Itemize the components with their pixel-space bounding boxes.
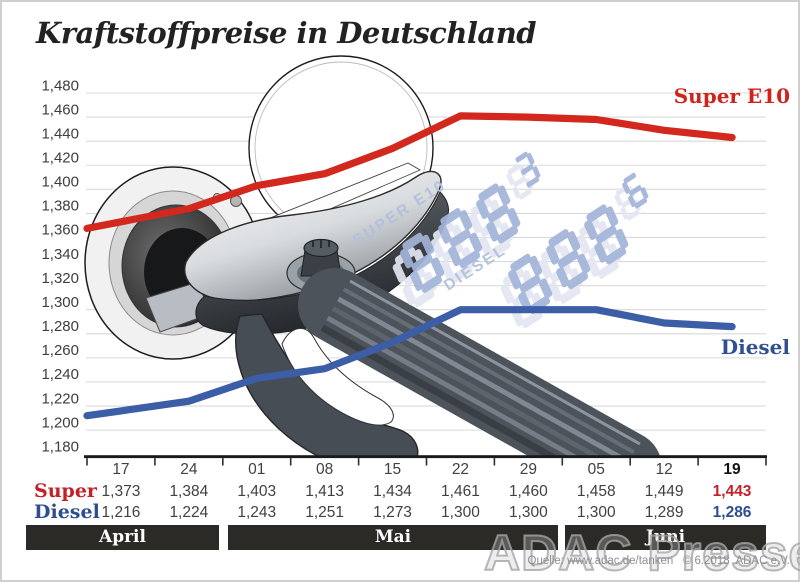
date-cell: 08 <box>316 461 334 478</box>
x-axis <box>84 455 767 466</box>
y-tick-label: 1,200 <box>41 414 79 431</box>
seven-segment-digit <box>438 208 483 269</box>
x-axis-baseline <box>84 455 767 459</box>
date-cell: 24 <box>180 461 198 478</box>
super-value-cell: 1,384 <box>169 483 209 500</box>
diesel-value-cell: 1,251 <box>305 504 345 521</box>
y-tick-label: 1,320 <box>41 270 79 287</box>
seven-segment-digit <box>476 183 521 244</box>
y-tick-label: 1,460 <box>41 101 79 118</box>
y-tick-label: 1,340 <box>41 246 79 263</box>
y-tick-label: 1,480 <box>41 77 79 94</box>
super-value-cell: 1,449 <box>644 483 684 500</box>
table-row-label-diesel: Diesel <box>34 501 100 523</box>
diesel-value-cell: 1,300 <box>508 504 548 521</box>
super-value-cell: 1,403 <box>237 483 277 500</box>
month-bar-mai: Mai <box>228 525 558 550</box>
series-label-diesel: Diesel <box>720 335 790 359</box>
y-tick-label: 1,400 <box>41 174 79 191</box>
seven-segment-digit <box>515 151 541 188</box>
super-value-cell: 1,461 <box>441 483 480 500</box>
y-tick-label: 1,180 <box>41 438 79 455</box>
super-value-cell: 1,413 <box>305 483 345 500</box>
month-bar-april: April <box>26 525 219 550</box>
diesel-value-cell: 1,286 <box>712 504 752 521</box>
series-label-super-e10: Super E10 <box>673 84 790 108</box>
date-cell: 01 <box>248 461 266 478</box>
pump-display-diesel <box>500 172 649 329</box>
line-diesel <box>83 306 736 420</box>
super-value-cell: 1,460 <box>508 483 548 500</box>
nozzle-tube <box>298 268 660 456</box>
date-cell: 29 <box>519 461 537 478</box>
price-lines <box>83 112 736 420</box>
line-super-e10 <box>83 112 736 232</box>
seven-segment-digit <box>546 229 591 290</box>
y-tick-label: 1,440 <box>41 125 79 142</box>
date-cell: 22 <box>451 461 470 478</box>
diesel-value-cell: 1,243 <box>237 504 277 521</box>
source-attribution: Quelle: www.adac.de/tanken © 6.2018 ADAC… <box>527 555 790 567</box>
y-tick-label: 1,240 <box>41 366 79 383</box>
y-tick-label: 1,220 <box>41 390 79 407</box>
super-value-cell: 1,443 <box>712 483 752 500</box>
month-bar-juni: Juni <box>565 525 766 550</box>
page-title: Kraftstoffpreise in Deutschland <box>36 16 537 50</box>
diesel-value-cell: 1,300 <box>576 504 616 521</box>
y-tick-label: 1,260 <box>41 342 79 359</box>
fuel-nozzle-illustration <box>84 55 660 456</box>
seven-segment-digit <box>584 204 629 265</box>
date-cell: 17 <box>112 461 130 478</box>
y-tick-label: 1,420 <box>41 149 79 166</box>
super-value-cell: 1,373 <box>101 483 141 500</box>
seven-segment-digit <box>500 268 545 329</box>
seven-segment-digit <box>400 232 445 293</box>
date-cell: 12 <box>655 461 673 478</box>
diesel-value-cell: 1,300 <box>441 504 480 521</box>
diesel-value-cell: 1,224 <box>169 504 209 521</box>
seven-segment-digit <box>622 172 649 209</box>
diesel-value-cell: 1,273 <box>373 504 412 521</box>
super-value-cell: 1,434 <box>373 483 412 500</box>
seven-segment-digit <box>508 253 553 314</box>
y-tick-label: 1,300 <box>41 294 79 311</box>
table-row-label-super: Super <box>34 480 97 502</box>
adac-presse-watermark: ADAC Presse <box>483 524 800 582</box>
diesel-value-cell: 1,289 <box>644 504 684 521</box>
y-tick-label: 1,280 <box>41 318 79 335</box>
date-cell: 19 <box>723 461 741 478</box>
diesel-value-cell: 1,216 <box>101 504 141 521</box>
y-axis-labels: 1,480 1,460 1,440 1,420 1,400 1,380 1,360 1,340… <box>41 77 79 455</box>
breather-knob-ridges <box>312 240 330 248</box>
y-tick-label: 1,380 <box>41 198 79 215</box>
date-cell: 15 <box>383 461 402 478</box>
pump-display-super-e10 <box>392 151 541 308</box>
super-value-cell: 1,458 <box>576 483 616 500</box>
y-tick-label: 1,360 <box>41 222 79 239</box>
trigger-guard-hole <box>281 328 394 426</box>
date-cell: 05 <box>587 461 605 478</box>
